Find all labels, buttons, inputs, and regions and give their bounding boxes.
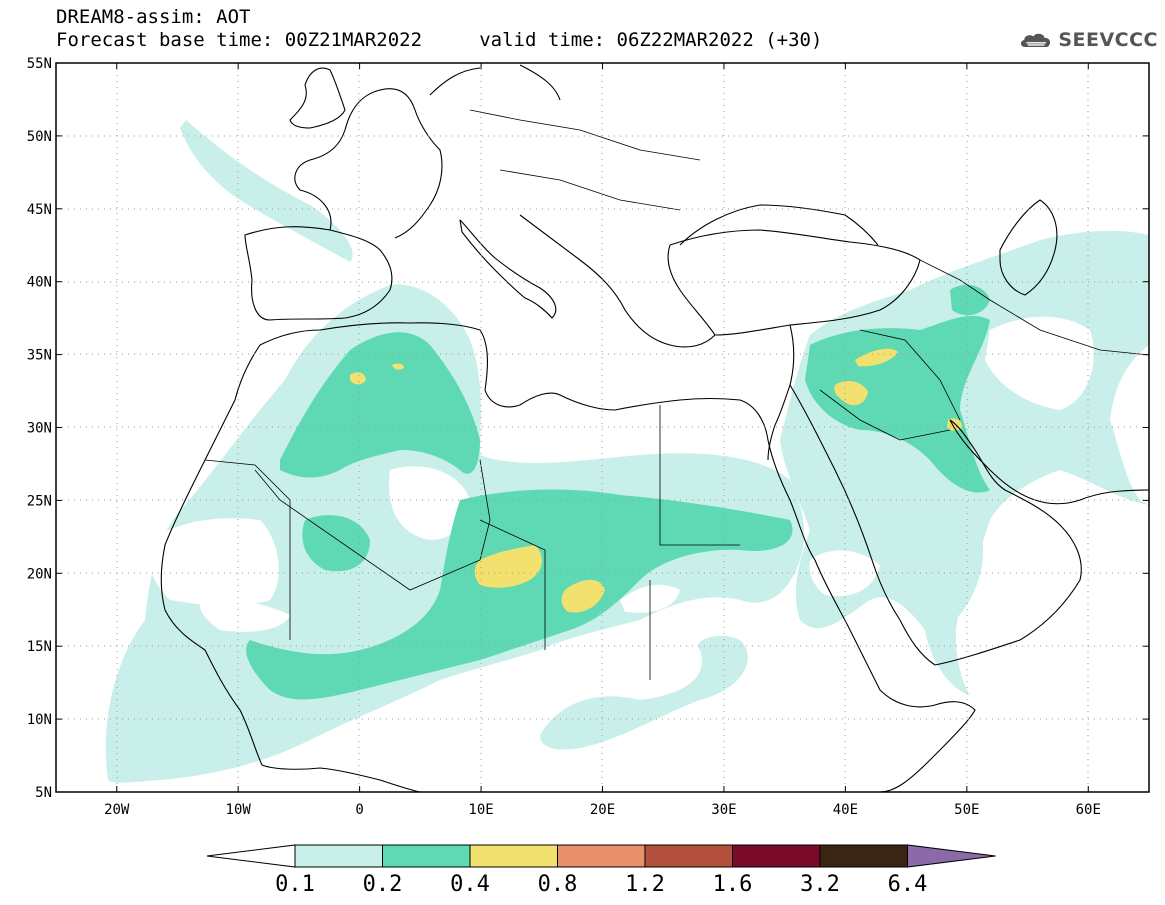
border-niger-chad bbox=[479, 519, 546, 650]
borders bbox=[204, 109, 1149, 680]
border-libya-egypt bbox=[659, 405, 740, 546]
clear-patch-mali bbox=[199, 598, 290, 632]
colorbar-max-extend bbox=[907, 844, 996, 868]
colorbar: 0.1 0.2 0.4 0.8 1.2 1.6 3.2 6.4 bbox=[206, 844, 996, 897]
lat-tick-label: 15N bbox=[27, 639, 52, 655]
coast-balkans-greece bbox=[519, 214, 716, 348]
lat-tick-label: 10N bbox=[27, 712, 52, 728]
coast-red-sea-east bbox=[789, 384, 936, 666]
border-europe-2 bbox=[499, 169, 681, 211]
lat-tick-label: 40N bbox=[27, 275, 52, 291]
cloud-icon bbox=[1020, 33, 1051, 47]
border-mauritania bbox=[204, 459, 291, 640]
colorbar-swatch bbox=[644, 844, 733, 868]
coast-arabia bbox=[934, 419, 1082, 666]
colorbar-label: 0.1 bbox=[275, 872, 315, 897]
aot-mid-caspian bbox=[950, 284, 990, 316]
coast-black-sea bbox=[679, 204, 879, 246]
aot-high-niger bbox=[474, 545, 542, 588]
border-saudi bbox=[819, 389, 951, 441]
colorbar-label: 1.2 bbox=[625, 872, 665, 897]
border-algeria bbox=[254, 459, 491, 591]
aot-field bbox=[56, 63, 1149, 792]
lon-tick-label: 40E bbox=[833, 802, 858, 818]
longitude-axis: 20W 10W 0 10E 20E 30E 40E 50E 60E bbox=[104, 63, 1101, 818]
lat-tick-label: 5N bbox=[35, 785, 52, 801]
colorbar-swatch bbox=[732, 844, 821, 868]
border-iran bbox=[919, 259, 1149, 356]
lat-tick-label: 55N bbox=[27, 56, 52, 72]
logo-text: SEEVCCC bbox=[1058, 29, 1158, 51]
aot-level-high bbox=[350, 348, 962, 613]
aot-mid-mesopotamia bbox=[805, 315, 990, 493]
border-iraq bbox=[859, 329, 961, 421]
map-grid bbox=[56, 63, 1149, 792]
colorbar-label: 1.6 bbox=[713, 872, 753, 897]
lon-tick-label: 60E bbox=[1076, 802, 1101, 818]
colorbar-label: 0.4 bbox=[450, 872, 490, 897]
lat-tick-label: 30N bbox=[27, 421, 52, 437]
colorbar-min-extend bbox=[206, 844, 296, 868]
colorbar-swatch bbox=[819, 844, 908, 868]
colorbar-swatch bbox=[382, 844, 471, 868]
colorbar-label: 0.8 bbox=[538, 872, 578, 897]
colorbar-label: 3.2 bbox=[800, 872, 840, 897]
lon-tick-label: 20E bbox=[590, 802, 615, 818]
aot-low-atlantic-plume bbox=[180, 120, 353, 262]
coastlines bbox=[160, 64, 1149, 792]
lat-tick-label: 35N bbox=[27, 348, 52, 364]
aot-mid-sahara-belt bbox=[246, 489, 793, 700]
aot-level-mid bbox=[246, 284, 990, 700]
aot-high-syria bbox=[855, 348, 898, 367]
border-europe-1 bbox=[469, 109, 701, 161]
lat-tick-label: 45N bbox=[27, 202, 52, 218]
seevccc-logo: SEEVCCC bbox=[1018, 22, 1158, 58]
lon-tick-label: 0 bbox=[355, 802, 363, 818]
aot-high-algeria-2 bbox=[392, 363, 404, 370]
colorbar-swatch bbox=[557, 844, 646, 868]
aot-low-arabia-south bbox=[900, 507, 984, 620]
coast-france bbox=[294, 88, 443, 239]
lon-tick-label: 10E bbox=[468, 802, 493, 818]
lon-tick-label: 10W bbox=[226, 802, 252, 818]
coast-africa-west bbox=[259, 322, 976, 792]
coast-africa-atlantic bbox=[160, 344, 421, 792]
coast-italy bbox=[459, 219, 557, 319]
coast-scandinavia bbox=[429, 64, 561, 101]
lat-tick-label: 25N bbox=[27, 493, 52, 509]
aot-mid-north-africa bbox=[280, 332, 480, 478]
aot-high-iraq bbox=[834, 380, 868, 406]
aot-high-algeria-1 bbox=[350, 372, 366, 385]
coast-caspian bbox=[999, 199, 1058, 296]
colorbar-label: 0.2 bbox=[363, 872, 403, 897]
clear-patch-west-africa bbox=[148, 518, 279, 606]
lon-tick-label: 50E bbox=[954, 802, 979, 818]
lat-tick-label: 50N bbox=[27, 129, 52, 145]
colorbar-swatch bbox=[294, 844, 383, 868]
lon-tick-label: 20W bbox=[104, 802, 130, 818]
aot-low-central-africa bbox=[540, 635, 748, 750]
coast-levant-egypt bbox=[767, 324, 795, 461]
aot-high-chad bbox=[561, 579, 605, 613]
lat-tick-label: 20N bbox=[27, 566, 52, 582]
colorbar-label: 6.4 bbox=[888, 872, 928, 897]
lon-tick-label: 30E bbox=[711, 802, 736, 818]
forecast-time-line: Forecast base time: 00Z21MAR2022 valid t… bbox=[56, 29, 823, 51]
aot-mid-west-sahara bbox=[302, 515, 370, 572]
coast-uk bbox=[289, 67, 346, 129]
colorbar-swatch bbox=[469, 844, 558, 868]
clear-patch-algeria-south bbox=[389, 466, 470, 540]
latitude-axis: 5N 10N 15N 20N 25N 30N 35N 40N 45N 50N 55N bbox=[27, 56, 1149, 801]
clear-patch-iran bbox=[985, 316, 1094, 410]
map-title: DREAM8-assim: AOT bbox=[56, 6, 251, 28]
